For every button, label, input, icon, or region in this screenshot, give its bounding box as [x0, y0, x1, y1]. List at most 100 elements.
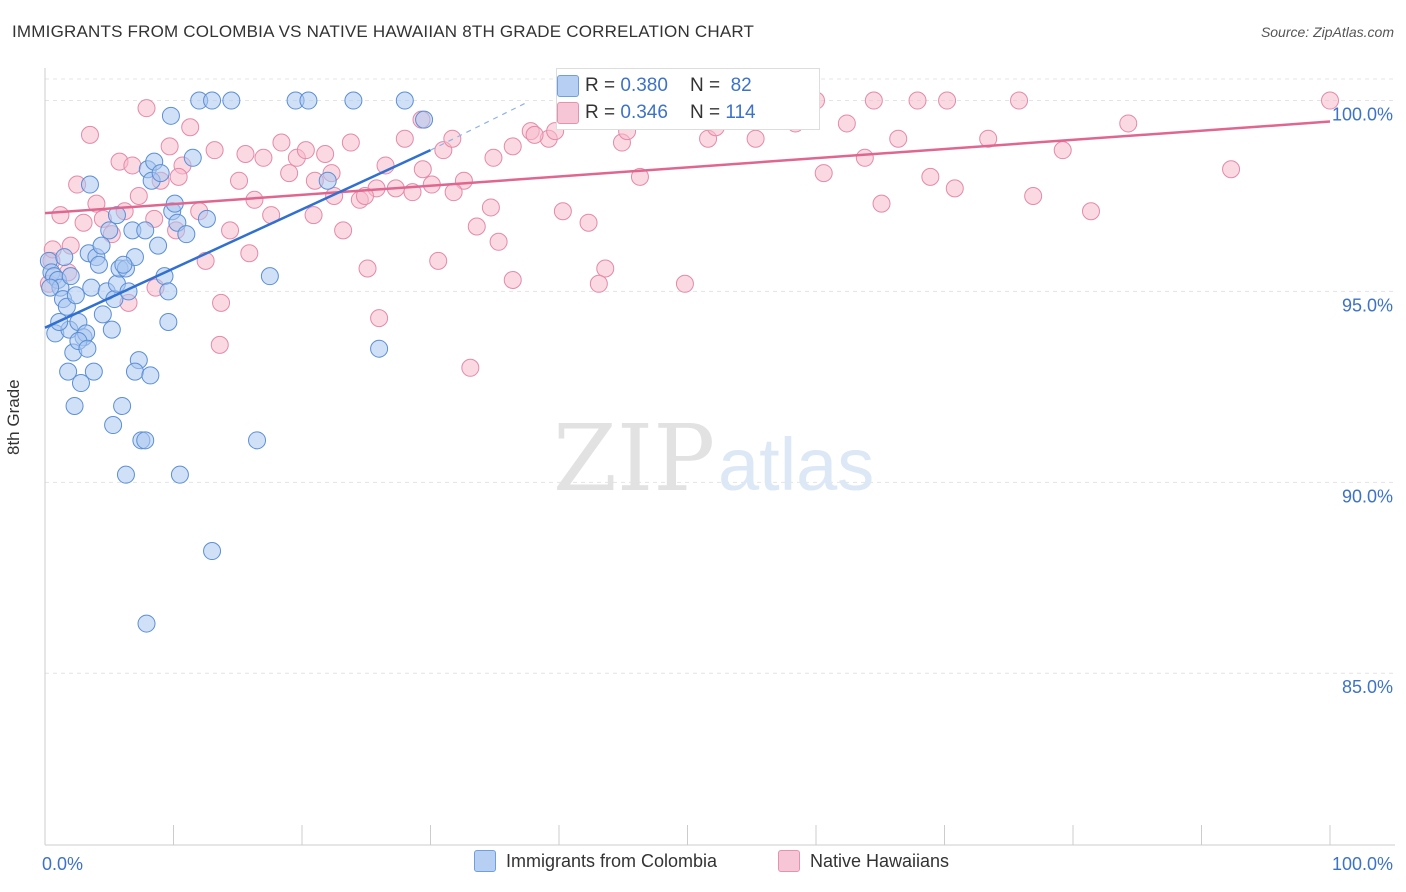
data-point: [837, 114, 856, 133]
x-tick-label: 100.0%: [1332, 854, 1393, 874]
data-point: [864, 91, 883, 110]
trendline-native-hawaiians: [44, 120, 1331, 215]
data-point: [1024, 186, 1043, 205]
data-point: [280, 164, 299, 183]
data-point: [129, 186, 148, 205]
data-point: [236, 144, 255, 163]
watermark-zip: ZIP: [553, 405, 715, 512]
data-point: [489, 232, 508, 251]
data-point: [169, 167, 188, 186]
data-point: [344, 91, 363, 110]
data-point: [80, 175, 99, 194]
data-point: [149, 236, 168, 255]
data-point: [66, 286, 85, 305]
data-point: [579, 213, 598, 232]
data-point: [59, 362, 78, 381]
data-point: [221, 221, 240, 240]
legend-row-hawaiians: R = 0.346 N = 114: [557, 100, 756, 126]
grid-lines: [45, 78, 1395, 674]
data-point: [630, 167, 649, 186]
data-point: [84, 362, 103, 381]
data-point: [454, 171, 473, 190]
data-point: [114, 255, 133, 274]
data-point: [889, 129, 908, 148]
data-point: [71, 374, 90, 393]
data-point: [107, 206, 126, 225]
data-point: [921, 167, 940, 186]
legend-label: Immigrants from Colombia: [506, 850, 718, 871]
data-point: [1010, 91, 1029, 110]
legend-swatch-blue: [474, 850, 496, 872]
data-point: [596, 259, 615, 278]
data-point: [938, 91, 957, 110]
data-point: [151, 164, 170, 183]
legend-r-label: R =: [585, 75, 616, 96]
data-point: [141, 366, 160, 385]
data-point: [814, 164, 833, 183]
x-tick-label: 0.0%: [42, 854, 83, 874]
legend-n-value: 114: [725, 102, 756, 123]
data-point: [181, 118, 200, 137]
legend-item-hawaiians[interactable]: Native Hawaiians: [778, 850, 949, 872]
trend-lines: [44, 101, 1331, 329]
data-point: [197, 209, 216, 228]
data-point: [481, 198, 500, 217]
data-point: [170, 465, 189, 484]
data-point: [318, 171, 337, 190]
data-point: [137, 99, 156, 118]
data-point: [1053, 141, 1072, 160]
data-point: [230, 171, 249, 190]
data-point: [484, 148, 503, 167]
data-point: [205, 141, 224, 160]
data-point: [370, 309, 389, 328]
data-point: [210, 335, 229, 354]
data-point: [137, 614, 156, 633]
data-point: [51, 206, 70, 225]
legend-item-colombia[interactable]: Immigrants from Colombia: [474, 850, 717, 872]
data-point: [136, 221, 155, 240]
data-point: [979, 129, 998, 148]
data-point: [296, 141, 315, 160]
legend-swatch-pink: [557, 102, 579, 124]
data-point: [299, 91, 318, 110]
data-point: [334, 221, 353, 240]
data-point: [104, 416, 123, 435]
legend-n-value: 82: [730, 75, 752, 96]
data-point: [1222, 160, 1241, 179]
data-point: [413, 160, 432, 179]
data-point: [93, 305, 112, 324]
watermark: ZIP atlas: [553, 405, 874, 512]
data-point: [272, 133, 291, 152]
data-point: [177, 225, 196, 244]
data-point: [55, 248, 74, 267]
data-point: [1081, 202, 1100, 221]
data-point: [429, 251, 448, 270]
data-point: [358, 259, 377, 278]
legend-n-label: N =: [689, 102, 721, 123]
data-point: [1321, 91, 1339, 110]
legend-n-label: N =: [689, 75, 721, 96]
data-point: [203, 91, 222, 110]
source-credit: Source: ZipAtlas.com: [1260, 24, 1394, 40]
y-tick-label: 95.0%: [1342, 295, 1393, 315]
legend-swatch-pink: [778, 850, 800, 872]
y-tick-label: 85.0%: [1342, 677, 1393, 697]
data-point: [89, 255, 108, 274]
data-point: [160, 137, 179, 156]
data-point: [161, 106, 180, 125]
data-point: [503, 270, 522, 289]
data-point: [553, 202, 572, 221]
data-point: [222, 91, 241, 110]
data-point: [260, 267, 279, 286]
data-point: [203, 542, 222, 561]
data-point: [116, 465, 135, 484]
data-point: [92, 236, 111, 255]
data-point: [415, 110, 434, 129]
legend-r-value: 0.346: [620, 102, 668, 123]
data-point: [74, 213, 93, 232]
legend-r-value: 0.380: [620, 75, 668, 96]
data-point: [855, 148, 874, 167]
series-legend: Immigrants from Colombia Native Hawaiian…: [0, 850, 1406, 878]
data-point: [100, 221, 119, 240]
